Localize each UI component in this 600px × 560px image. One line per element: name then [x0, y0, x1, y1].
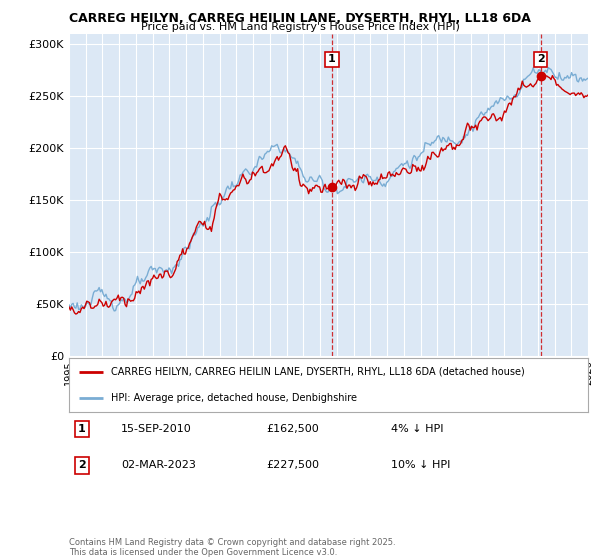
Text: £227,500: £227,500 [266, 460, 319, 470]
Text: CARREG HEILYN, CARREG HEILIN LANE, DYSERTH, RHYL, LL18 6DA (detached house): CARREG HEILYN, CARREG HEILIN LANE, DYSER… [110, 367, 524, 377]
Text: 15-SEP-2010: 15-SEP-2010 [121, 424, 191, 434]
Text: Price paid vs. HM Land Registry's House Price Index (HPI): Price paid vs. HM Land Registry's House … [140, 22, 460, 32]
Text: £162,500: £162,500 [266, 424, 319, 434]
Text: 1: 1 [328, 54, 336, 64]
Text: 2: 2 [78, 460, 86, 470]
Text: 1: 1 [78, 424, 86, 434]
Text: Contains HM Land Registry data © Crown copyright and database right 2025.
This d: Contains HM Land Registry data © Crown c… [69, 538, 395, 557]
Text: 4% ↓ HPI: 4% ↓ HPI [391, 424, 443, 434]
Text: CARREG HEILYN, CARREG HEILIN LANE, DYSERTH, RHYL, LL18 6DA: CARREG HEILYN, CARREG HEILIN LANE, DYSER… [69, 12, 531, 25]
Text: HPI: Average price, detached house, Denbighshire: HPI: Average price, detached house, Denb… [110, 393, 356, 403]
Text: 2: 2 [537, 54, 544, 64]
Text: 02-MAR-2023: 02-MAR-2023 [121, 460, 196, 470]
Text: 10% ↓ HPI: 10% ↓ HPI [391, 460, 450, 470]
